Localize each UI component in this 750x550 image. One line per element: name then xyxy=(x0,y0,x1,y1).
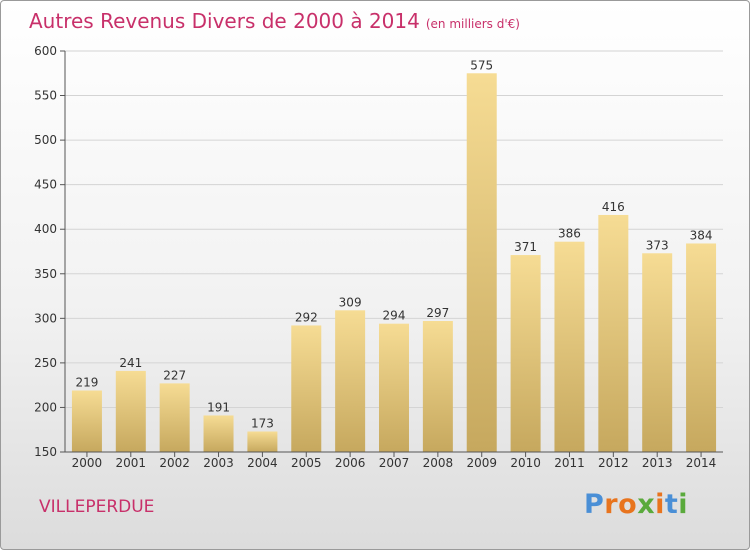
bar-2001 xyxy=(115,370,146,452)
y-tick-label: 550 xyxy=(34,89,57,103)
bar-value-label: 416 xyxy=(602,200,625,214)
bar-2011 xyxy=(554,241,585,452)
x-tick-label: 2007 xyxy=(379,456,410,470)
bar-value-label: 292 xyxy=(295,310,318,324)
bar-value-label: 227 xyxy=(163,368,186,382)
y-tick-label: 250 xyxy=(34,356,57,370)
bar-value-label: 191 xyxy=(207,400,230,414)
x-tick-label: 2012 xyxy=(598,456,629,470)
bar-2003 xyxy=(203,415,234,452)
bar-2012 xyxy=(598,214,629,452)
chart-title-text: Autres Revenus Divers de 2000 à 2014 xyxy=(29,9,420,33)
x-tick-label: 2002 xyxy=(159,456,190,470)
x-tick-label: 2008 xyxy=(423,456,454,470)
x-tick-label: 2010 xyxy=(510,456,541,470)
x-tick-label: 2011 xyxy=(554,456,585,470)
bar-value-label: 297 xyxy=(426,306,449,320)
logo-letter: x xyxy=(637,489,656,520)
x-tick-label: 2003 xyxy=(203,456,234,470)
bar-value-label: 309 xyxy=(339,295,362,309)
bar-2009 xyxy=(466,73,497,453)
x-tick-label: 2013 xyxy=(642,456,673,470)
bar-2005 xyxy=(291,325,322,452)
bar-value-label: 371 xyxy=(514,240,537,254)
logo-letter: P xyxy=(584,489,605,520)
x-tick-label: 2005 xyxy=(291,456,322,470)
y-tick-label: 350 xyxy=(34,267,57,281)
logo-letter: i xyxy=(678,489,689,520)
bars xyxy=(71,73,717,453)
x-tick-label: 2001 xyxy=(116,456,147,470)
bar-value-label: 241 xyxy=(119,356,142,370)
bar-value-label: 386 xyxy=(558,227,581,241)
bar-2000 xyxy=(71,390,102,452)
bar-value-label: 219 xyxy=(75,376,98,390)
labels: 150 200 250 300 350 400 450 500 550 600 219 2000 241… xyxy=(34,44,716,470)
bar-2004 xyxy=(247,431,278,452)
logo-letter: t xyxy=(664,489,679,520)
chart-title: Autres Revenus Divers de 2000 à 2014 (en … xyxy=(29,9,520,33)
bar-value-label: 384 xyxy=(690,228,713,242)
location-label: VILLEPERDUE xyxy=(39,497,155,517)
bar-2013 xyxy=(642,253,673,452)
bar-2006 xyxy=(335,310,366,452)
y-tick-label: 400 xyxy=(34,222,57,236)
logo-letter: r xyxy=(604,489,619,520)
x-tick-label: 2000 xyxy=(72,456,103,470)
x-tick-label: 2014 xyxy=(686,456,717,470)
proxiti-logo: Proxiti xyxy=(584,489,688,520)
bar-value-label: 373 xyxy=(646,238,669,252)
y-tick-label: 150 xyxy=(34,445,57,459)
logo-letter: o xyxy=(618,489,638,520)
bar-2007 xyxy=(379,323,409,452)
bar-2002 xyxy=(159,383,190,452)
logo-letter: i xyxy=(655,489,665,520)
bar-2010 xyxy=(510,255,541,452)
y-tick-label: 450 xyxy=(34,178,57,192)
bar-2014 xyxy=(686,243,717,452)
bar-value-label: 294 xyxy=(383,309,406,323)
axes xyxy=(60,50,723,457)
x-tick-label: 2004 xyxy=(247,456,278,470)
y-tick-label: 300 xyxy=(34,311,57,325)
y-tick-label: 600 xyxy=(34,44,57,58)
bar-value-label: 575 xyxy=(470,58,493,72)
y-tick-label: 200 xyxy=(34,400,57,414)
bar-value-label: 173 xyxy=(251,417,274,431)
x-tick-label: 2009 xyxy=(466,456,497,470)
chart-unit-note: (en milliers d'€) xyxy=(425,17,520,31)
x-tick-label: 2006 xyxy=(335,456,366,470)
bar-2008 xyxy=(422,321,453,452)
y-tick-label: 500 xyxy=(34,133,57,147)
